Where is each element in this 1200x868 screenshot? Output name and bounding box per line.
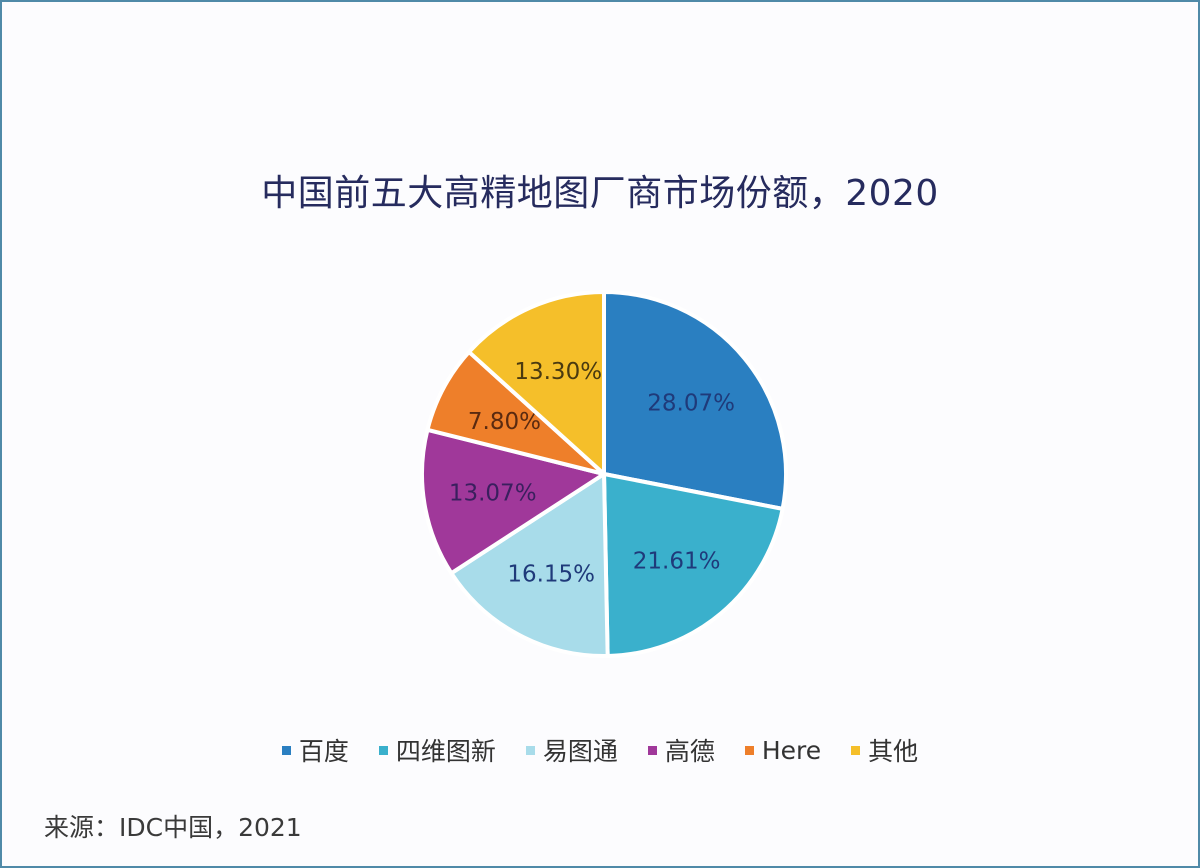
legend-label: 其他	[868, 737, 919, 766]
legend-swatch	[378, 745, 388, 755]
legend-item-emg: 易图通	[525, 732, 618, 768]
legend-swatch	[281, 745, 291, 755]
legend: 百度 四维图新 易图通 高德 Here 其他	[0, 732, 1200, 768]
legend-label: Here	[761, 735, 822, 765]
legend-label: 百度	[298, 737, 349, 766]
legend-item-navinfo: 四维图新	[378, 732, 496, 768]
slice-label-navinfo: 21.61%	[633, 548, 721, 574]
pie-slice-baidu	[602, 290, 788, 511]
slice-label-here: 7.80%	[468, 409, 541, 435]
legend-item-baidu: 百度	[281, 732, 349, 768]
legend-swatch	[851, 745, 861, 755]
legend-item-other: 其他	[851, 732, 918, 768]
chart-title: 中国前五大高精地图厂商市场份额，2020	[261, 173, 939, 214]
source-note: 来源：IDC中国，2021	[44, 813, 302, 842]
legend-label: 易图通	[542, 737, 618, 766]
legend-label: 四维图新	[395, 737, 496, 766]
legend-item-amap: 高德	[647, 732, 715, 768]
legend-item-here: Here	[744, 732, 822, 768]
pie-slice-amap	[420, 427, 606, 576]
slice-label-amap: 13.07%	[449, 481, 537, 507]
legend-swatch	[525, 745, 535, 755]
pie-slice-emg	[449, 472, 610, 658]
legend-swatch	[744, 745, 754, 755]
legend-swatch	[647, 745, 657, 755]
slice-label-baidu: 28.07%	[647, 390, 735, 416]
legend-label: 高德	[664, 737, 715, 766]
pie-slice-navinfo	[602, 472, 785, 658]
slice-label-emg: 16.15%	[507, 562, 595, 588]
slice-label-other: 13.30%	[514, 359, 602, 385]
pie-slice-other	[467, 290, 606, 476]
